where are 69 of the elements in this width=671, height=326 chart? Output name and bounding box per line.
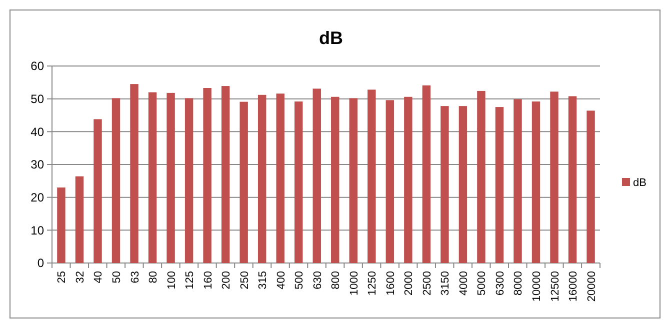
bar	[57, 187, 66, 263]
bar	[112, 98, 120, 263]
x-tick-label: 3150	[440, 271, 452, 296]
chart-title: dB	[319, 28, 343, 48]
bar	[294, 101, 303, 263]
y-tick-label: 40	[30, 124, 44, 139]
x-tick-label: 125	[184, 271, 196, 290]
y-tick-label: 30	[30, 158, 44, 172]
x-tick-label: 12500	[549, 271, 562, 302]
x-tick-label: 6300	[494, 271, 506, 296]
bar	[550, 92, 558, 263]
bar	[312, 88, 321, 263]
bar	[203, 88, 212, 263]
bar	[568, 96, 577, 263]
x-tick-label: 250	[238, 271, 251, 290]
x-tick-label: 400	[275, 271, 288, 290]
bar	[368, 90, 376, 263]
x-tick-label: 10000	[530, 271, 543, 302]
bar	[148, 92, 157, 263]
bar	[458, 106, 468, 263]
bar	[166, 92, 175, 263]
bar	[258, 94, 266, 263]
x-tick-label: 100	[166, 271, 178, 290]
x-tick-label: 200	[220, 271, 233, 290]
x-tick-label: 1000	[348, 271, 360, 296]
bar	[240, 102, 248, 263]
x-tick-label: 25	[56, 271, 68, 284]
x-tick-label: 5000	[476, 271, 488, 296]
x-tick-label: 1600	[384, 271, 397, 296]
bar	[495, 107, 504, 263]
y-tick-label: 10	[30, 223, 44, 238]
bar	[94, 119, 102, 263]
x-tick-label: 315	[257, 271, 270, 290]
x-tick-label: 32	[74, 271, 86, 284]
x-tick-label: 50	[111, 271, 124, 284]
bar	[514, 99, 522, 263]
x-tick-label: 16000	[568, 271, 580, 302]
x-tick-label: 500	[294, 271, 306, 290]
x-tick-label: 630	[312, 271, 324, 290]
x-tick-label: 800	[330, 271, 342, 290]
x-tick-label: 4000	[458, 271, 470, 296]
x-tick-label: 2000	[403, 271, 416, 296]
bar	[440, 106, 449, 263]
x-tick-label: 20000	[586, 271, 598, 302]
x-tick-label: 1250	[366, 271, 379, 296]
bar	[276, 94, 284, 263]
bar	[331, 96, 340, 263]
x-tick-label: 8000	[512, 271, 525, 296]
x-tick-label: 40	[92, 271, 105, 284]
bar	[477, 90, 486, 263]
y-tick-label: 60	[30, 59, 44, 74]
y-tick-label: 20	[30, 190, 44, 205]
bar	[422, 85, 431, 263]
bar	[404, 96, 412, 263]
legend-label: dB	[633, 176, 646, 189]
bar	[221, 86, 230, 263]
bar	[586, 110, 595, 263]
y-tick-label: 0	[37, 256, 44, 270]
bar	[386, 100, 394, 263]
y-tick-label: 50	[30, 92, 44, 106]
x-tick-label: 63	[129, 271, 142, 284]
bar	[75, 176, 84, 263]
bar	[349, 98, 358, 263]
bar	[184, 98, 194, 263]
bar	[532, 101, 540, 263]
bar	[130, 84, 138, 263]
x-tick-label: 80	[148, 271, 160, 284]
x-tick-label: 160	[202, 271, 214, 290]
x-tick-label: 2500	[421, 271, 434, 296]
